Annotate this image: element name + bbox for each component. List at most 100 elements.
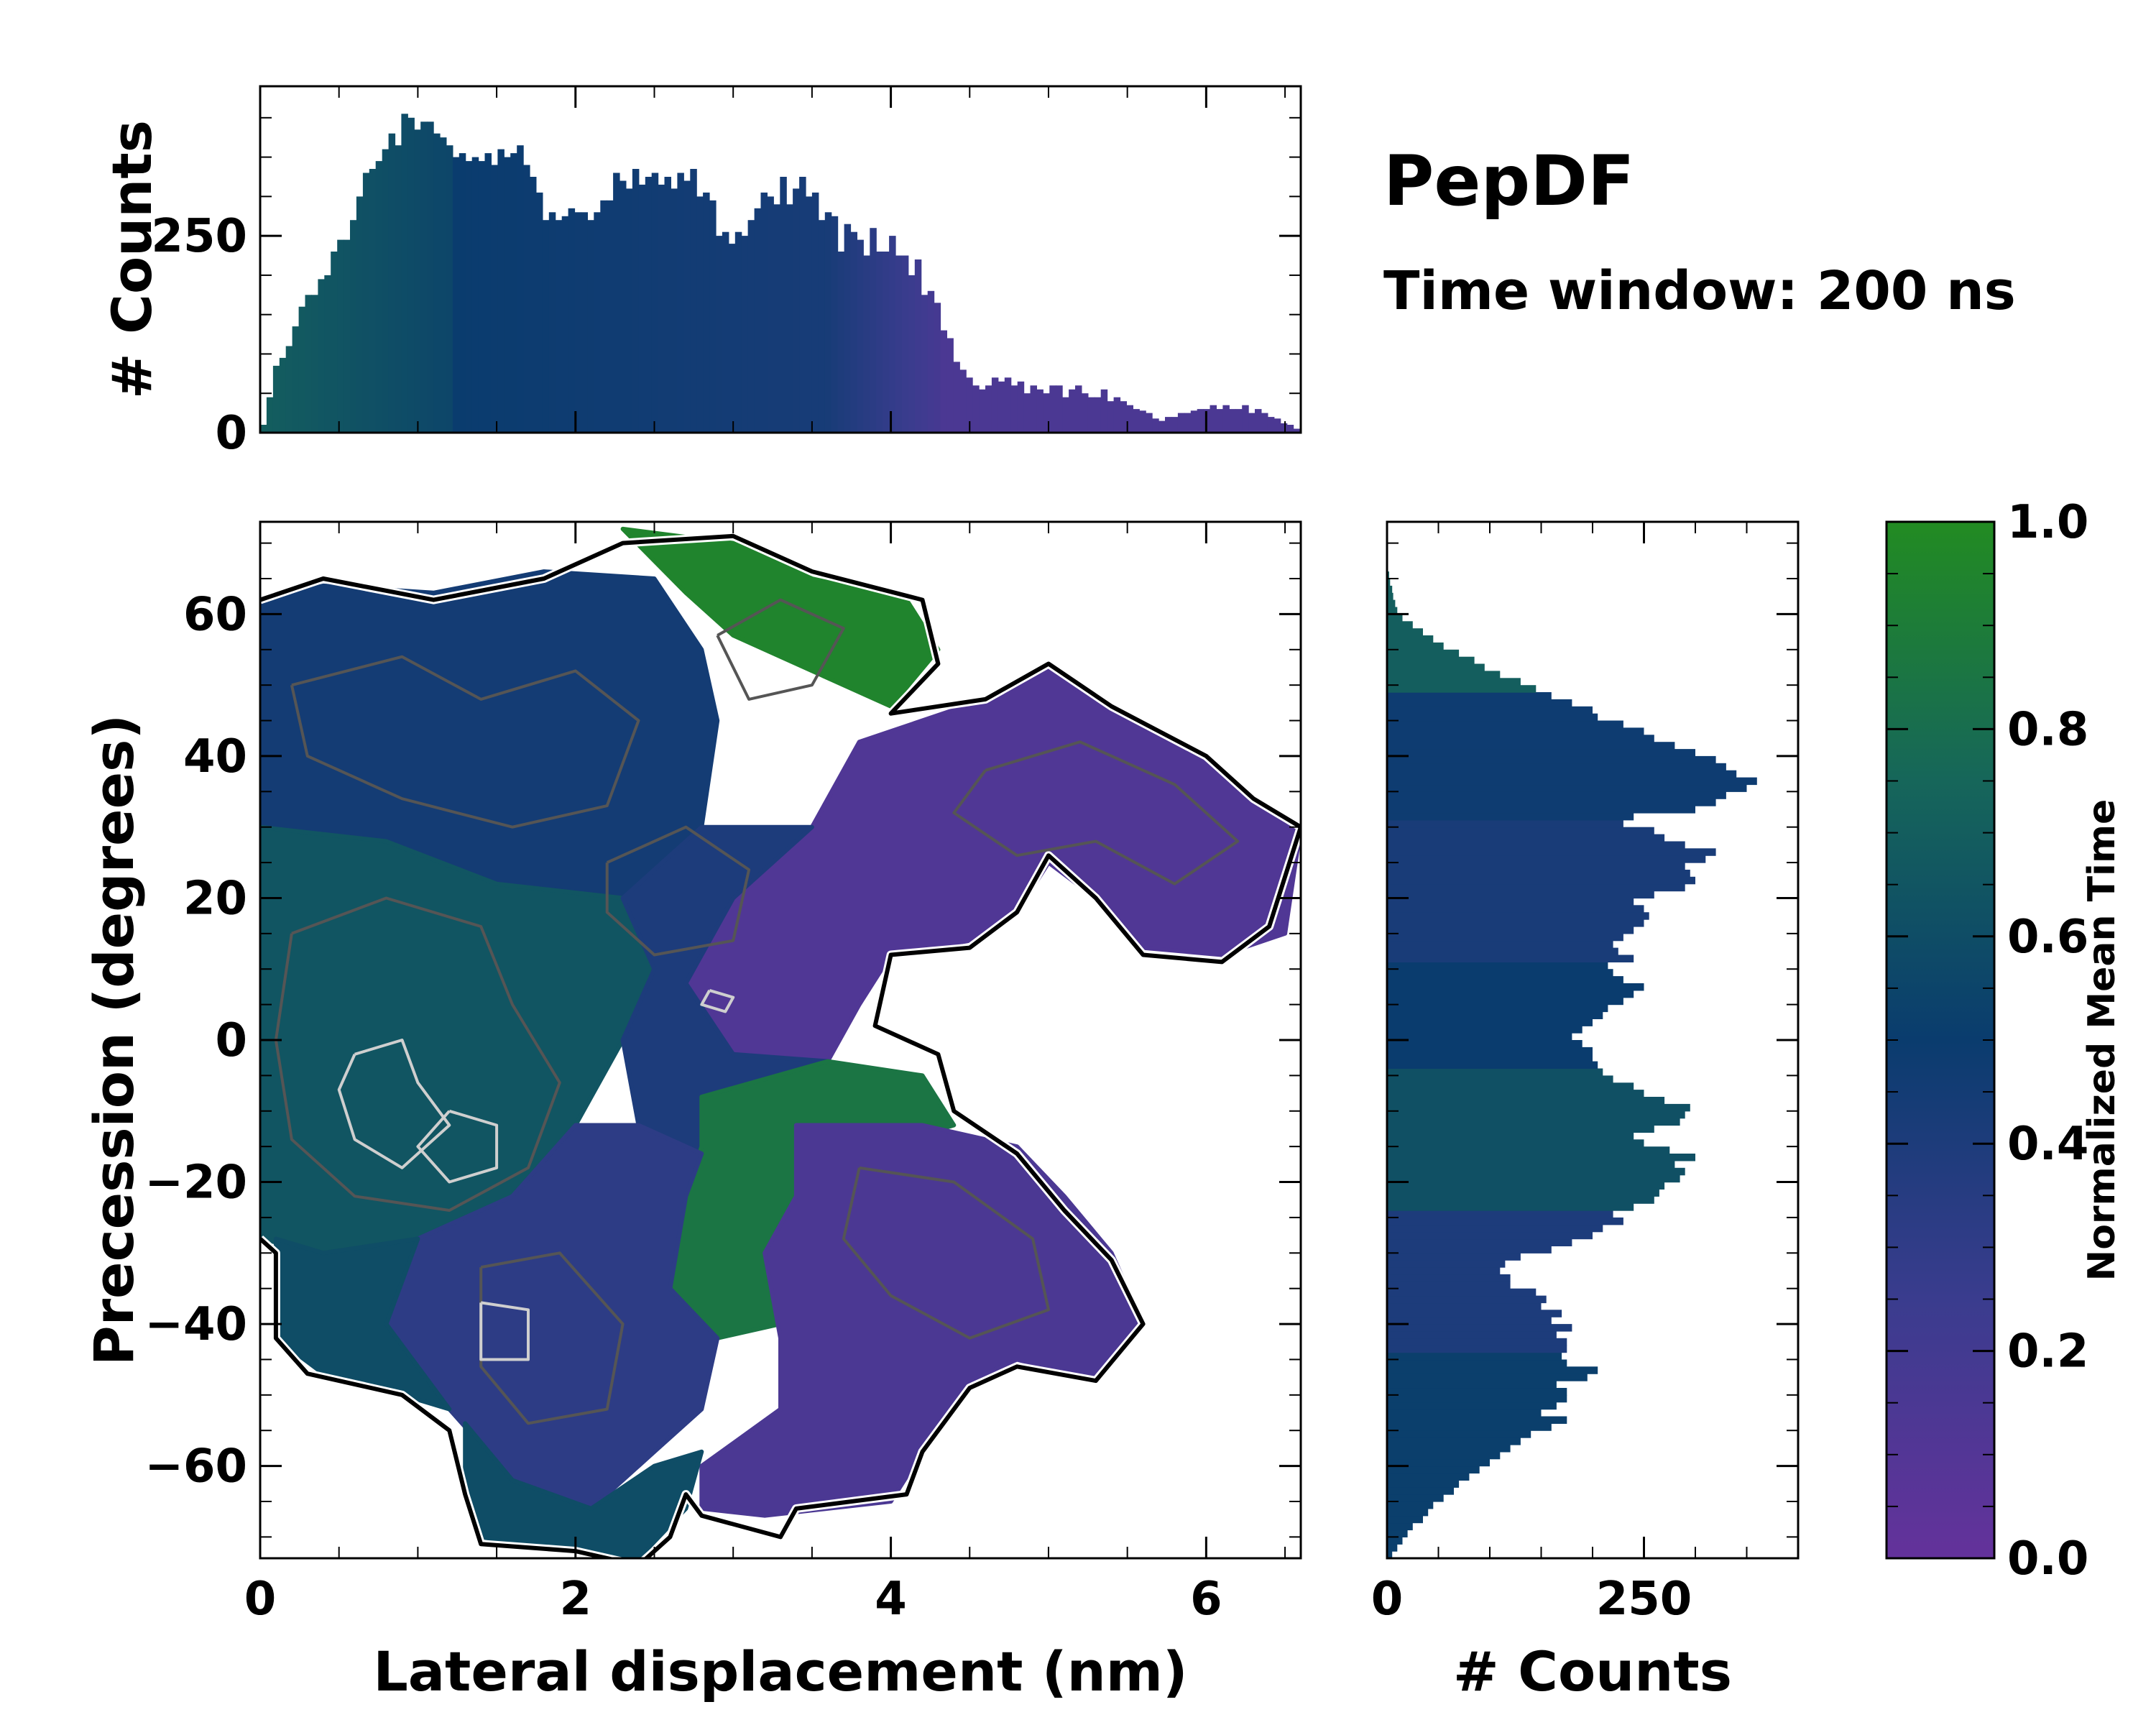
- top-histogram-bar: [1049, 385, 1056, 433]
- right-histogram-bar: [1387, 1359, 1567, 1367]
- heatmap-regions: [260, 526, 1301, 1558]
- top-histogram-bar: [818, 220, 826, 433]
- top-histogram-bar: [1158, 420, 1166, 433]
- top-histogram-bar: [388, 133, 396, 433]
- right-histogram-bar: [1387, 1487, 1454, 1495]
- heatmap-contours: [260, 531, 1301, 1558]
- right-histogram-bar: [1387, 997, 1623, 1006]
- right-histogram-xtick-label: 250: [1596, 1573, 1692, 1626]
- right-histogram-bar: [1387, 1132, 1634, 1140]
- right-histogram-bar: [1387, 621, 1413, 629]
- top-histogram-bar: [747, 220, 755, 433]
- top-histogram-bar: [298, 306, 306, 433]
- top-histogram-bar: [850, 231, 857, 433]
- right-histogram-bar: [1387, 678, 1521, 686]
- top-histogram-bar: [773, 204, 780, 433]
- right-histogram-bar: [1387, 806, 1695, 814]
- right-histogram-bar: [1387, 1388, 1567, 1396]
- top-histogram-bar: [433, 133, 441, 433]
- heatmap-xlabel: Lateral displacement (nm): [373, 1639, 1187, 1703]
- top-histogram-bar: [632, 169, 640, 433]
- right-histogram-bar: [1387, 919, 1644, 927]
- top-histogram-bar: [1146, 413, 1153, 433]
- top-histogram-bar: [1165, 417, 1172, 433]
- right-histogram-bar: [1387, 891, 1654, 899]
- top-histogram-bar: [1286, 425, 1294, 433]
- top-histogram-bar: [799, 177, 806, 433]
- contour-inner-6: [479, 1251, 625, 1425]
- top-histogram-bar: [1280, 423, 1288, 433]
- top-histogram-bar: [1216, 409, 1223, 433]
- right-histogram-bar: [1387, 663, 1485, 671]
- top-histogram-bar: [471, 157, 479, 433]
- right-histogram-bar: [1387, 1040, 1583, 1048]
- top-histogram-bar: [452, 157, 460, 433]
- right-histogram-bar: [1387, 1097, 1665, 1105]
- top-histogram-bar: [1171, 417, 1179, 433]
- top-histogram-bar: [311, 295, 318, 433]
- top-histogram-bar: [292, 326, 300, 433]
- top-histogram-bar: [1307, 426, 1314, 433]
- right-histogram-bar: [1387, 592, 1393, 601]
- heatmap-ytick-label: 20: [183, 872, 247, 925]
- top-histogram-bar: [1197, 409, 1204, 433]
- top-histogram-bar: [1023, 393, 1031, 433]
- right-histogram-bar: [1387, 1338, 1567, 1346]
- top-histogram-bar: [581, 212, 588, 433]
- top-histogram-bar: [645, 177, 653, 433]
- top-histogram-ylabel: # Counts: [100, 120, 164, 399]
- right-histogram-bar: [1387, 1231, 1593, 1240]
- right-histogram-bar: [1387, 713, 1598, 722]
- top-histogram-frame: [259, 85, 1302, 434]
- heatmap-ytick-label: 60: [183, 588, 247, 641]
- right-histogram-bar: [1387, 1046, 1593, 1055]
- top-histogram-bar: [523, 165, 530, 433]
- contour-inner-5: [842, 1166, 1050, 1340]
- right-histogram: 0 250 # Counts: [1371, 520, 1800, 1703]
- top-histogram-bar: [1312, 423, 1319, 433]
- top-histogram-bar: [1133, 409, 1140, 433]
- top-histogram-bar: [356, 196, 364, 433]
- top-histogram-bar: [279, 357, 287, 433]
- top-histogram-bar: [324, 275, 331, 433]
- top-histogram-bar: [1255, 409, 1262, 433]
- top-histogram-bar: [786, 204, 793, 433]
- right-histogram-bar: [1387, 1522, 1413, 1531]
- right-histogram-bar: [1387, 1068, 1603, 1076]
- right-histogram-bar: [1387, 954, 1634, 962]
- colorbar-tick-label: 1.0: [2007, 496, 2088, 549]
- top-histogram-bar: [1242, 405, 1249, 433]
- top-histogram-bar: [395, 145, 402, 433]
- heatmap-ytick-label: −60: [144, 1440, 247, 1494]
- right-histogram-bar: [1387, 1537, 1403, 1545]
- contour-peak-9: [416, 1109, 499, 1184]
- top-histogram-bar: [331, 252, 338, 433]
- right-histogram-bar: [1387, 1146, 1670, 1154]
- heatmap-xtick-label: 0: [244, 1573, 277, 1626]
- top-histogram-bar: [1152, 418, 1159, 433]
- top-histogram-bar: [517, 145, 524, 433]
- heatmap-ytick-label: 0: [215, 1014, 247, 1067]
- right-histogram-bar: [1387, 1203, 1634, 1211]
- colorbar-tick-label: 0.6: [2007, 911, 2088, 964]
- right-histogram-bar: [1387, 1196, 1654, 1204]
- heatmap-xtick-label: 4: [875, 1573, 907, 1626]
- right-histogram-bar: [1387, 827, 1654, 835]
- right-histogram-bar: [1387, 791, 1726, 799]
- colorbar-tick-label: 0.0: [2007, 1532, 2088, 1586]
- right-histogram-bar: [1387, 755, 1716, 764]
- top-histogram-bar: [613, 172, 620, 433]
- top-histogram-bar: [318, 279, 325, 433]
- top-histogram-bar: [1010, 385, 1018, 433]
- right-histogram-bar: [1387, 1267, 1501, 1275]
- top-histogram-bar: [966, 377, 973, 433]
- right-histogram-bar: [1387, 933, 1623, 942]
- top-histogram-bar: [594, 212, 601, 433]
- top-histogram-bar: [696, 196, 704, 433]
- top-histogram-bar: [1087, 397, 1095, 433]
- top-histogram-bar: [940, 330, 947, 433]
- heatmap-ytick-label: −20: [144, 1156, 247, 1210]
- top-histogram-bar: [1139, 410, 1146, 433]
- top-histogram-bar: [401, 114, 408, 433]
